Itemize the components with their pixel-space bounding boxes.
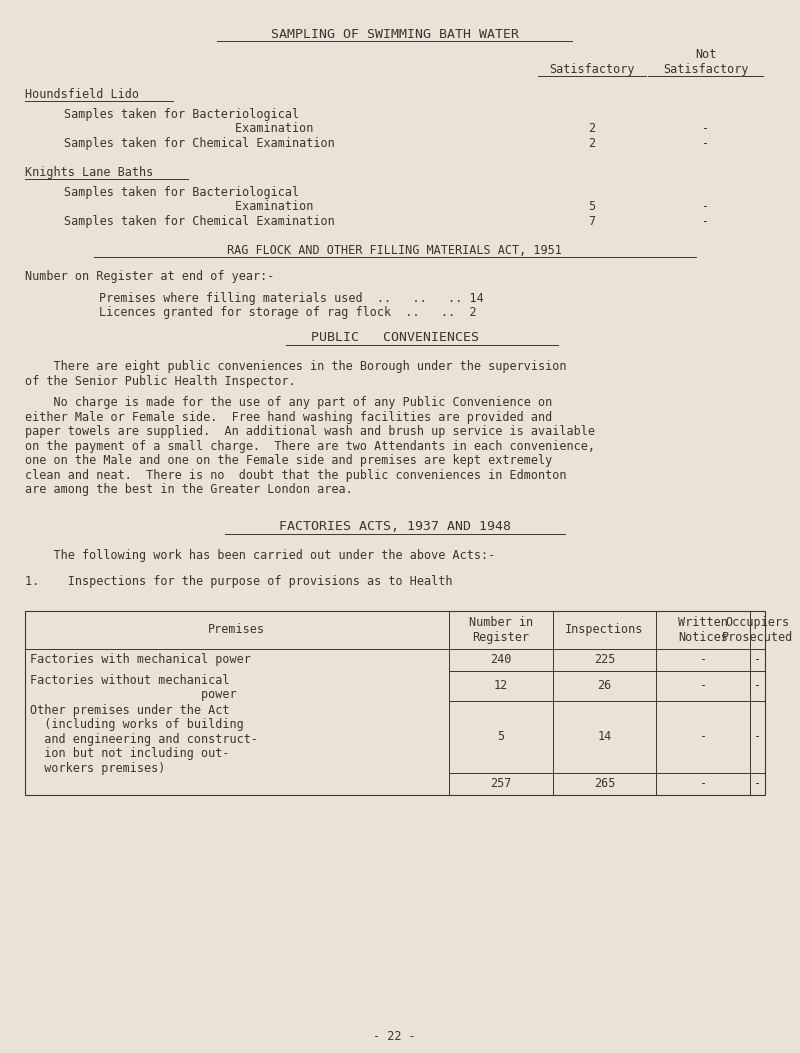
Text: 5: 5 <box>589 200 596 214</box>
Text: - 22 -: - 22 - <box>374 1030 416 1044</box>
Text: Factories with mechanical power: Factories with mechanical power <box>30 653 250 665</box>
Text: of the Senior Public Health Inspector.: of the Senior Public Health Inspector. <box>25 375 295 388</box>
Text: -: - <box>702 215 710 229</box>
Text: There are eight public conveniences in the Borough under the supervision: There are eight public conveniences in t… <box>25 360 566 373</box>
Text: -: - <box>702 122 710 136</box>
Text: -: - <box>702 137 710 150</box>
Text: 225: 225 <box>594 653 615 667</box>
Text: Written
Notices: Written Notices <box>678 616 728 643</box>
Text: -: - <box>700 679 706 693</box>
Text: 257: 257 <box>490 777 511 791</box>
Text: Houndsfield Lido: Houndsfield Lido <box>25 88 138 101</box>
Text: Satisfactory: Satisfactory <box>550 62 635 76</box>
Text: 12: 12 <box>494 679 508 693</box>
Text: -: - <box>700 777 706 791</box>
Text: 1.    Inspections for the purpose of provisions as to Health: 1. Inspections for the purpose of provis… <box>25 575 452 588</box>
Text: RAG FLOCK AND OTHER FILLING MATERIALS ACT, 1951: RAG FLOCK AND OTHER FILLING MATERIALS AC… <box>227 244 562 257</box>
Text: 265: 265 <box>594 777 615 791</box>
Text: No charge is made for the use of any part of any Public Convenience on: No charge is made for the use of any par… <box>25 396 552 410</box>
Text: Occupiers
Prosecuted: Occupiers Prosecuted <box>722 616 793 643</box>
Text: PUBLIC   CONVENIENCES: PUBLIC CONVENIENCES <box>310 331 478 344</box>
Text: 5: 5 <box>498 731 505 743</box>
Text: -: - <box>702 200 710 214</box>
Text: ion but not including out-: ion but not including out- <box>30 748 229 760</box>
Text: 26: 26 <box>598 679 612 693</box>
Text: Knights Lane Baths: Knights Lane Baths <box>25 166 153 179</box>
Text: Number in
Register: Number in Register <box>469 616 533 643</box>
Text: Samples taken for Bacteriological: Samples taken for Bacteriological <box>64 108 299 121</box>
Text: 7: 7 <box>589 215 596 229</box>
Text: on the payment of a small charge.  There are two Attendants in each convenience,: on the payment of a small charge. There … <box>25 440 594 453</box>
Text: either Male or Female side.  Free hand washing facilities are provided and: either Male or Female side. Free hand wa… <box>25 411 552 423</box>
Text: The following work has been carried out under the above Acts:-: The following work has been carried out … <box>25 549 495 561</box>
Text: Licences granted for storage of rag flock  ..   ..  2: Licences granted for storage of rag floc… <box>98 306 476 319</box>
Text: Samples taken for Chemical Examination: Samples taken for Chemical Examination <box>64 137 335 150</box>
Text: and engineering and construct-: and engineering and construct- <box>30 733 258 746</box>
Text: 2: 2 <box>589 137 596 150</box>
Text: -: - <box>754 679 761 693</box>
Text: SAMPLING OF SWIMMING BATH WATER: SAMPLING OF SWIMMING BATH WATER <box>270 28 518 41</box>
Text: Premises: Premises <box>208 623 266 636</box>
Text: -: - <box>700 731 706 743</box>
Text: paper towels are supplied.  An additional wash and brush up service is available: paper towels are supplied. An additional… <box>25 425 594 438</box>
Text: one on the Male and one on the Female side and premises are kept extremely: one on the Male and one on the Female si… <box>25 454 552 468</box>
Text: Premises where filling materials used  ..   ..   .. 14: Premises where filling materials used ..… <box>98 292 483 305</box>
Text: Satisfactory: Satisfactory <box>663 62 749 76</box>
Text: -: - <box>754 731 761 743</box>
Text: Examination: Examination <box>64 200 314 214</box>
Text: are among the best in the Greater London area.: are among the best in the Greater London… <box>25 483 353 496</box>
Text: Not: Not <box>695 48 716 61</box>
Text: 240: 240 <box>490 653 511 667</box>
Text: Other premises under the Act: Other premises under the Act <box>30 703 229 717</box>
Text: Samples taken for Bacteriological: Samples taken for Bacteriological <box>64 186 299 199</box>
Text: -: - <box>700 653 706 667</box>
Text: -: - <box>754 653 761 667</box>
Text: Inspections: Inspections <box>566 623 644 636</box>
Text: Number on Register at end of year:-: Number on Register at end of year:- <box>25 271 274 283</box>
Text: (including works of building: (including works of building <box>30 718 243 732</box>
Text: clean and neat.  There is no  doubt that the public conveniences in Edmonton: clean and neat. There is no doubt that t… <box>25 469 566 482</box>
Text: FACTORIES ACTS, 1937 AND 1948: FACTORIES ACTS, 1937 AND 1948 <box>278 519 510 533</box>
Text: 2: 2 <box>589 122 596 136</box>
Text: 14: 14 <box>598 731 612 743</box>
Text: Samples taken for Chemical Examination: Samples taken for Chemical Examination <box>64 215 335 229</box>
Text: -: - <box>754 777 761 791</box>
Text: power: power <box>30 689 236 701</box>
Text: Examination: Examination <box>64 122 314 136</box>
Text: workers premises): workers premises) <box>30 762 165 775</box>
Text: Factories without mechanical: Factories without mechanical <box>30 674 229 687</box>
